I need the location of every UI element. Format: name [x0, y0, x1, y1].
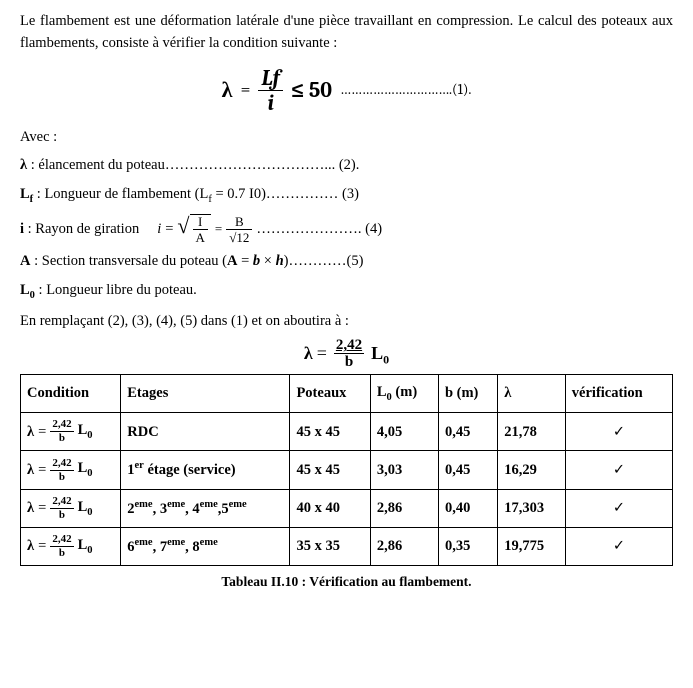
- verif-cell: ✓: [565, 489, 672, 527]
- mf-lambda: λ: [304, 340, 313, 368]
- th-l0: L0 (m): [370, 375, 438, 413]
- th-verif: vérification: [565, 375, 672, 413]
- formula-i: i = √ I A = B √12 …………………. (4): [157, 214, 382, 244]
- i-var: i: [157, 218, 161, 240]
- lambda-symbol: λ: [222, 73, 233, 107]
- def-i: i : Rayon de giration i = √ I A = B √12 …: [20, 214, 673, 244]
- poteaux-cell: 45 x 45: [290, 451, 370, 489]
- cond-cell: λ = 2,42b L0: [21, 451, 121, 489]
- def-L0: L0 : Longueur libre du poteau.: [20, 279, 673, 304]
- fr2: B √12: [226, 215, 252, 244]
- mf-den: b: [331, 354, 367, 370]
- l0-cell: 2,86: [370, 527, 438, 565]
- th-etages: Etages: [121, 375, 290, 413]
- lambda-cell: 16,29: [498, 451, 566, 489]
- sym-A: A: [20, 253, 30, 269]
- sqrt-1: √ I A: [177, 214, 210, 244]
- verif-cell: ✓: [565, 451, 672, 489]
- mf-eq: =: [317, 340, 327, 368]
- lambda-cell: 17,303: [498, 489, 566, 527]
- table-header-row: Condition Etages Poteaux L0 (m) b (m) λ …: [21, 375, 673, 413]
- equals: =: [240, 76, 250, 104]
- b-cell: 0,45: [438, 413, 497, 451]
- dots-4: …………………. (4): [256, 218, 382, 240]
- verification-table: Condition Etages Poteaux L0 (m) b (m) λ …: [20, 374, 673, 566]
- txt-lf-a: : Longueur de flambement (L: [33, 186, 208, 202]
- equation-lambda-L0: λ = 2,42 b L0: [20, 338, 673, 370]
- fr1-num: I: [193, 215, 208, 230]
- cond-cell: λ = 2,42b L0: [21, 527, 121, 565]
- sym-L0: L: [20, 282, 30, 298]
- mf-num: 2,42: [331, 338, 367, 354]
- fr2-den: √12: [226, 230, 252, 244]
- table-row: λ = 2,42b L0 RDC 45 x 45 4,05 0,45 21,78…: [21, 413, 673, 451]
- verif-cell: ✓: [565, 413, 672, 451]
- poteaux-cell: 45 x 45: [290, 413, 370, 451]
- cond-cell: λ = 2,42b L0: [21, 489, 121, 527]
- fraction-lf-i: Lf i: [258, 67, 283, 114]
- b-cell: 0,35: [438, 527, 497, 565]
- b-cell: 0,40: [438, 489, 497, 527]
- txt-L0: : Longueur libre du poteau.: [35, 282, 197, 298]
- l0-cell: 2,86: [370, 489, 438, 527]
- txt-i: : Rayon de giration: [24, 221, 139, 237]
- etage-cell: 2eme, 3eme, 4eme,5eme: [121, 489, 290, 527]
- def-lambda: λ : élancement du poteau……………………………... (…: [20, 154, 673, 176]
- intro-paragraph: Le flambement est une déformation latéra…: [20, 10, 673, 55]
- lambda-cell: 21,78: [498, 413, 566, 451]
- A-tc: ×: [260, 253, 275, 269]
- fr2-num: B: [226, 215, 252, 230]
- mf-L: L: [371, 343, 383, 363]
- frac-num: Lf: [258, 67, 283, 91]
- mf-sub0: 0: [383, 352, 389, 366]
- table-caption: Tableau II.10 : Vérification au flambeme…: [20, 572, 673, 593]
- leq-50: ≤ 50: [291, 73, 332, 107]
- equation-1: λ = Lf i ≤ 50 ………………………….(1).: [20, 67, 673, 114]
- def-lf: Lf : Longueur de flambement (Lf = 0.7 I0…: [20, 183, 673, 208]
- A-tb: =: [237, 253, 252, 269]
- th-b: b (m): [438, 375, 497, 413]
- fr1-den: A: [193, 230, 208, 244]
- txt-lf-b: = 0.7 I0)…………… (3): [212, 186, 359, 202]
- th-condition: Condition: [21, 375, 121, 413]
- mid-eq: =: [215, 219, 222, 239]
- table-row: λ = 2,42b L0 1er étage (service) 45 x 45…: [21, 451, 673, 489]
- lambda-cell: 19,775: [498, 527, 566, 565]
- eq-i: =: [165, 218, 173, 240]
- txt-A-a: : Section transversale du poteau (: [30, 253, 227, 269]
- etage-cell: 6eme, 7eme, 8eme: [121, 527, 290, 565]
- replace-line: En remplaçant (2), (3), (4), (5) dans (1…: [20, 310, 673, 332]
- avec-label: Avec :: [20, 126, 673, 148]
- table-row: λ = 2,42b L0 6eme, 7eme, 8eme 35 x 35 2,…: [21, 527, 673, 565]
- poteaux-cell: 35 x 35: [290, 527, 370, 565]
- txt-lambda: : élancement du poteau……………………………... (2)…: [27, 157, 359, 173]
- dots-1: ………………………….(1).: [340, 79, 471, 101]
- l0-cell: 4,05: [370, 413, 438, 451]
- frac-den: i: [258, 91, 283, 114]
- def-A: A : Section transversale du poteau (A = …: [20, 250, 673, 272]
- table-row: λ = 2,42b L0 2eme, 3eme, 4eme,5eme 40 x …: [21, 489, 673, 527]
- th-lambda: λ: [498, 375, 566, 413]
- poteaux-cell: 40 x 40: [290, 489, 370, 527]
- sym-L: L: [20, 186, 30, 202]
- etage-cell: 1er étage (service): [121, 451, 290, 489]
- etage-cell: RDC: [121, 413, 290, 451]
- th-poteaux: Poteaux: [290, 375, 370, 413]
- verif-cell: ✓: [565, 527, 672, 565]
- A-b: A: [227, 253, 237, 269]
- A-d: h: [276, 253, 284, 269]
- b-cell: 0,45: [438, 451, 497, 489]
- l0-cell: 3,03: [370, 451, 438, 489]
- A-td: )…………(5): [284, 253, 364, 269]
- cond-cell: λ = 2,42b L0: [21, 413, 121, 451]
